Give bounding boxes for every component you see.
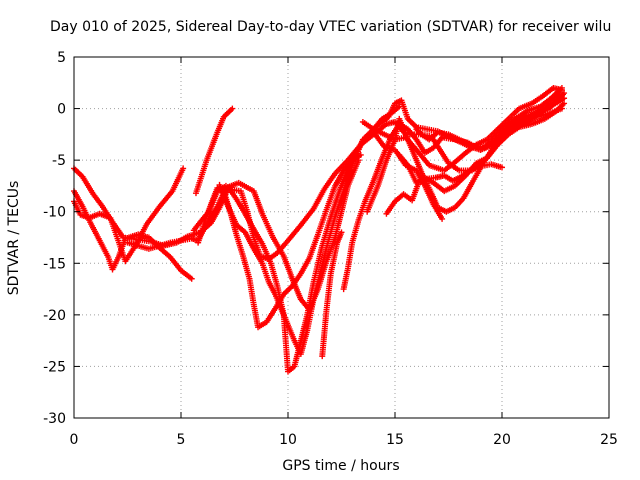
data-series [190, 182, 229, 234]
data-series [71, 165, 187, 265]
ticks: 0 5 10 15 20 25 -30 -25 -20 -15 -10 -5 0 5 [43, 50, 618, 448]
x-tick-label: 20 [493, 432, 511, 448]
y-tick-label: -15 [43, 256, 66, 272]
y-tick-label: -30 [43, 411, 66, 427]
x-tick-label: 0 [70, 432, 79, 448]
chart-title: Day 010 of 2025, Sidereal Day-to-day VTE… [50, 19, 611, 35]
x-tick-label: 10 [279, 432, 297, 448]
data-point [222, 182, 229, 189]
data-point [180, 165, 187, 172]
y-axis-label: SDTVAR / TECUs [6, 181, 22, 296]
y-tick-label: -20 [43, 308, 66, 324]
y-tick-label: -10 [43, 205, 66, 221]
x-tick-label: 15 [386, 432, 404, 448]
y-tick-label: -25 [43, 359, 66, 375]
data-point [439, 215, 446, 222]
y-tick-label: 5 [57, 50, 66, 66]
x-axis-label: GPS time / hours [282, 458, 399, 474]
data-point [499, 164, 505, 171]
data-point [558, 84, 565, 91]
y-tick-label: -5 [52, 153, 66, 169]
plot-frame [73, 56, 610, 419]
y-tick-label: 0 [57, 102, 66, 118]
data-point [229, 105, 236, 112]
data-point [561, 100, 568, 107]
data-points [71, 84, 568, 375]
data-series [319, 229, 345, 360]
data-series [225, 103, 403, 375]
data-point [561, 95, 568, 102]
x-tick-label: 25 [600, 432, 618, 448]
data-series [192, 105, 236, 197]
data-point [188, 275, 195, 282]
x-tick-label: 5 [177, 432, 186, 448]
data-series [413, 95, 568, 151]
data-point [338, 229, 345, 236]
